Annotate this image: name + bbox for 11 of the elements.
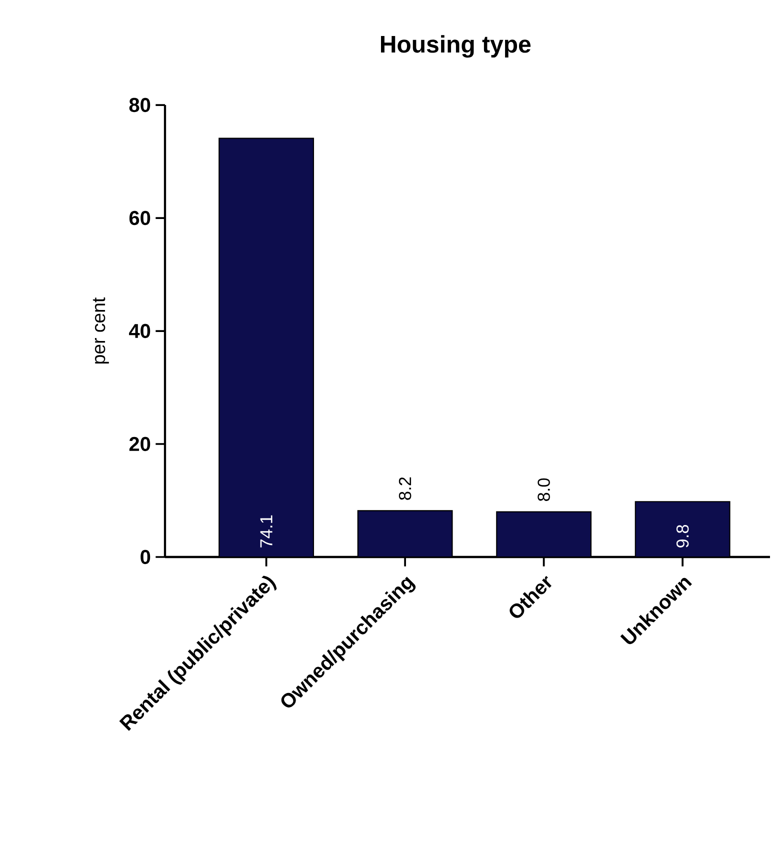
data-label: 74.1 (260, 515, 272, 548)
y-tick-label: 60 (129, 210, 150, 226)
y-tick-label: 80 (129, 98, 150, 112)
chart-title: Housing type (381, 35, 531, 58)
data-label: 8.0 (538, 478, 550, 501)
y-tick-label: 0 (140, 550, 150, 564)
data-label: 9.8 (676, 524, 689, 548)
y-tick-label: 20 (129, 436, 150, 452)
y-tick-label: 40 (129, 324, 150, 338)
y-axis-title: per cent (92, 297, 109, 364)
data-label: 8.2 (398, 477, 412, 500)
